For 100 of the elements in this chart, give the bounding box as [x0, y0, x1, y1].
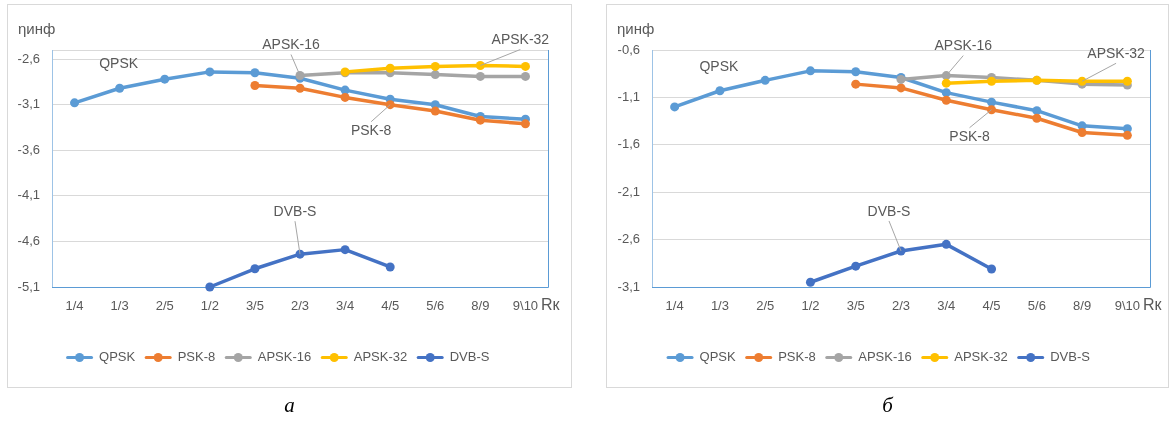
legend-label: QPSK: [699, 349, 737, 365]
text: а: [284, 393, 295, 417]
annotation: PSK-8: [949, 127, 990, 144]
legend-label: APSK-32: [353, 349, 408, 365]
point: [987, 97, 997, 107]
x-tick-label: 3/5: [846, 298, 865, 314]
annotation: PSK-8: [350, 121, 392, 138]
y-tick-label: -3,1: [17, 96, 40, 112]
legend-label: QPSK: [99, 349, 136, 365]
x-tick-label: 5/6: [426, 298, 445, 314]
point: [896, 83, 906, 93]
x-tick-label: 9\10: [1114, 298, 1141, 314]
y-axis-title: ηинф: [617, 20, 655, 38]
annotation: APSK-32: [491, 31, 550, 48]
point: [805, 277, 815, 287]
y-tick-label: -2,6: [17, 50, 40, 66]
y-tick-label: -2,1: [617, 183, 640, 199]
x-tick-label: 2/5: [155, 298, 174, 314]
y-tick-label: -4,1: [17, 187, 40, 203]
x-tick-label: 2/3: [290, 298, 310, 314]
y-tick-label: -3,6: [17, 141, 40, 157]
x-tick-label: 8/9: [1073, 298, 1092, 314]
text: б: [882, 393, 893, 417]
annotation: DVB-S: [273, 203, 317, 220]
point: [385, 63, 395, 73]
legend-label: PSK-8: [778, 349, 816, 365]
x-tick-label: 1/4: [665, 298, 684, 314]
y-tick-label: -2,6: [617, 231, 640, 247]
point: [851, 261, 861, 271]
point: [115, 83, 125, 93]
x-tick-label: 9\10: [512, 298, 539, 314]
annotation: QPSK: [99, 55, 139, 72]
point: [941, 95, 951, 105]
point: [1077, 127, 1087, 137]
annotation: APSK-16: [934, 37, 993, 54]
x-tick-label: 3/4: [336, 298, 355, 314]
annotation: APSK-32: [1087, 45, 1146, 62]
x-tick-label: 1/2: [801, 298, 820, 314]
x-tick-label: 8/9: [471, 298, 490, 314]
point: [430, 70, 440, 80]
y-tick-label: -0,6: [617, 41, 640, 57]
point: [295, 83, 305, 93]
point: [340, 92, 350, 102]
x-axis-title: Rк: [541, 296, 561, 314]
y-tick-label: -3,1: [617, 278, 640, 294]
point: [987, 264, 997, 274]
legend-label: DVB-S: [449, 349, 490, 365]
legend-label: APSK-16: [858, 349, 912, 365]
legend-label: DVB-S: [1050, 349, 1091, 365]
point: [70, 98, 80, 108]
point: [430, 106, 440, 116]
y-tick-label: -5,1: [17, 278, 40, 294]
point: [941, 78, 951, 88]
point: [941, 88, 951, 98]
point: [987, 76, 997, 86]
y-tick-label: -4,6: [17, 233, 40, 248]
annotation: QPSK: [699, 57, 740, 74]
point: [250, 81, 260, 91]
point: [1122, 130, 1132, 140]
annotation: DVB-S: [867, 202, 911, 219]
point: [1032, 113, 1042, 123]
point: [250, 68, 260, 78]
point: [160, 74, 170, 84]
x-tick-label: 1/3: [110, 298, 129, 314]
y-tick-label: -1,6: [617, 136, 640, 152]
x-tick-label: 3/4: [937, 298, 956, 314]
point: [851, 67, 861, 77]
x-axis-title: Rк: [1143, 296, 1163, 314]
point: [205, 67, 215, 77]
point: [1122, 76, 1132, 86]
legend-label: PSK-8: [177, 349, 216, 365]
point: [475, 71, 485, 81]
x-tick-label: 2/3: [891, 298, 911, 314]
x-tick-label: 4/5: [982, 298, 1001, 314]
x-tick-label: 4/5: [381, 298, 400, 314]
legend-label: APSK-16: [257, 349, 312, 365]
point: [851, 79, 861, 89]
point: [250, 264, 260, 274]
x-tick-label: 3/5: [245, 298, 264, 314]
point: [941, 239, 951, 249]
point: [670, 102, 680, 112]
point: [1032, 106, 1042, 116]
point: [340, 245, 350, 255]
point: [520, 61, 530, 71]
point: [520, 71, 530, 81]
x-tick-label: 5/6: [1027, 298, 1046, 314]
legend-label: APSK-32: [954, 349, 1008, 365]
y-axis-title: ηинф: [18, 20, 56, 38]
x-tick-label: 2/5: [756, 298, 775, 314]
point: [987, 105, 997, 115]
point: [715, 86, 725, 96]
x-tick-label: 1/2: [200, 298, 219, 314]
point: [430, 61, 440, 71]
x-tick-label: 1/4: [65, 298, 84, 314]
point: [475, 61, 485, 70]
point: [760, 75, 770, 85]
y-tick-label: -1,1: [617, 88, 640, 104]
point: [805, 66, 815, 76]
annotation: APSK-16: [262, 36, 320, 53]
x-tick-label: 1/3: [710, 298, 729, 314]
